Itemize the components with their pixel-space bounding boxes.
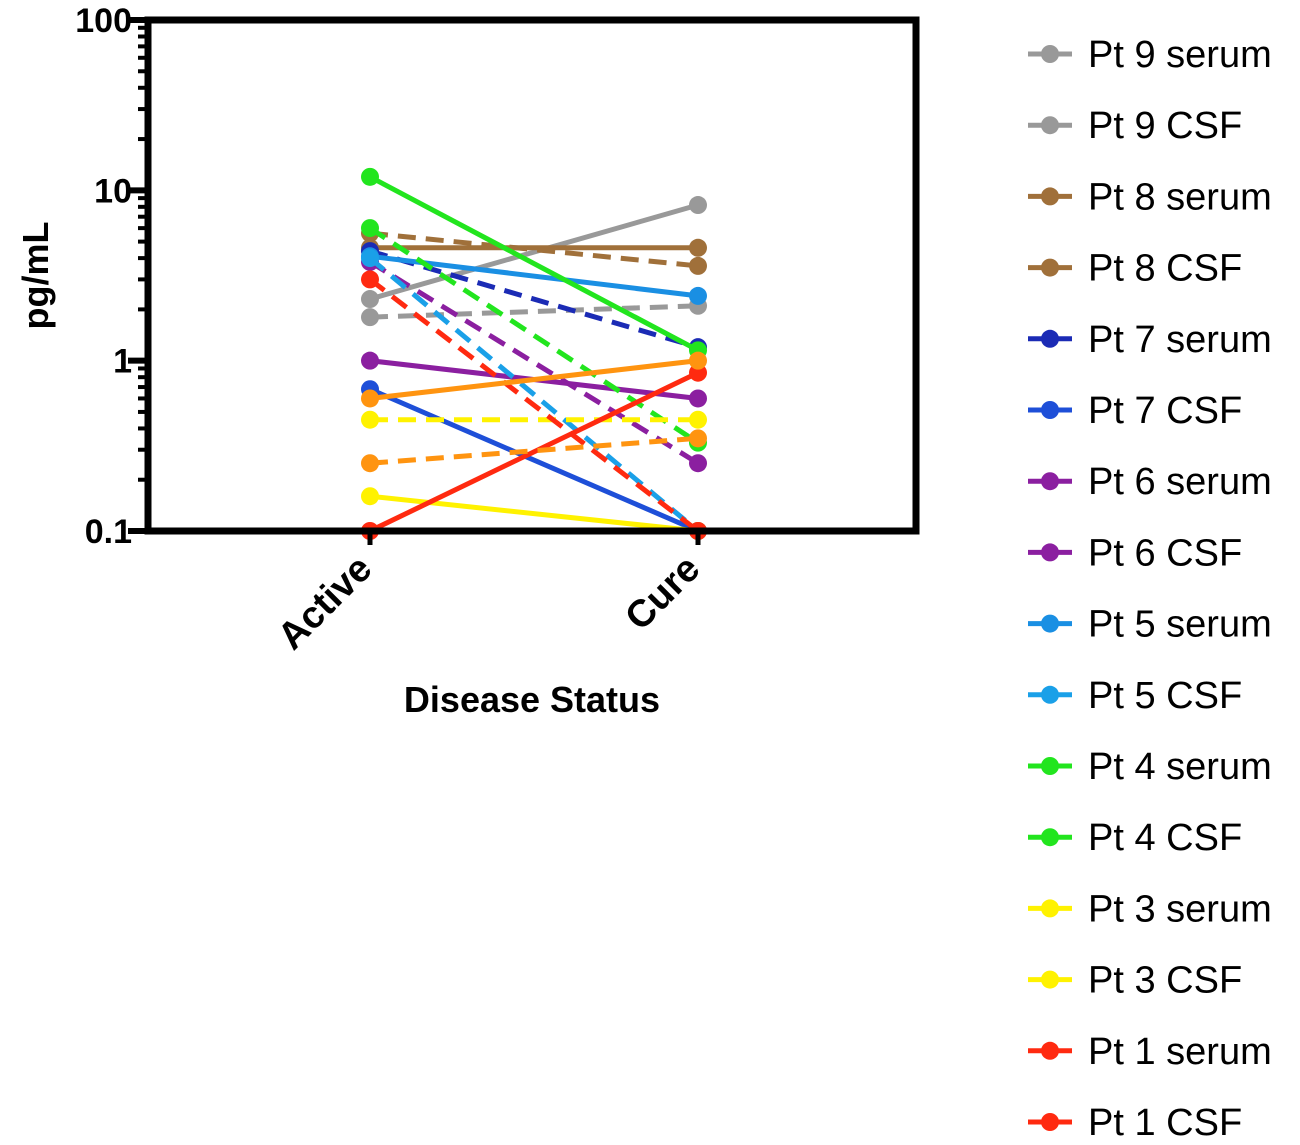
legend-label: Pt 9 serum (1088, 34, 1272, 76)
data-point (361, 167, 379, 186)
data-point (689, 238, 707, 257)
legend-entry: Pt 9 serum (1028, 34, 1272, 76)
legend-entry: Pt 8 CSF (1028, 248, 1242, 290)
legend-entry: Pt 3 serum (1028, 888, 1272, 930)
plot-layer (361, 167, 707, 540)
x-tick-label: Active (270, 548, 380, 658)
series-line (368, 370, 700, 534)
legend-swatch-marker (1041, 685, 1059, 704)
data-point (361, 389, 379, 408)
legend-entry: Pt 8 serum (1028, 176, 1272, 218)
legend-entry: Pt 9 CSF (1028, 105, 1242, 147)
legend-swatch-marker (1041, 472, 1059, 491)
data-point (689, 410, 707, 429)
legend-entry: Pt 5 CSF (1028, 675, 1242, 717)
legend-label: Pt 7 serum (1088, 319, 1272, 361)
legend-entry: Pt 7 serum (1028, 319, 1272, 361)
series-line (369, 358, 699, 401)
series-line (368, 174, 700, 353)
legend-entry: Pt 1 serum (1028, 1031, 1272, 1073)
legend-entry: Pt 4 CSF (1028, 817, 1242, 859)
y-tick-label: 1 (113, 343, 132, 381)
legend-swatch-marker (1041, 258, 1059, 277)
legend-entry: Pt 4 serum (1028, 746, 1272, 788)
legend-label: Pt 8 CSF (1088, 248, 1242, 290)
legend-swatch-marker (1041, 828, 1059, 847)
data-point (361, 351, 379, 370)
data-point (361, 270, 379, 289)
series-line (368, 256, 700, 533)
legend-entry: Pt 5 serum (1028, 604, 1272, 646)
legend-entry: Pt 6 CSF (1028, 532, 1242, 574)
legend-label: Pt 7 CSF (1088, 390, 1242, 432)
data-point (361, 454, 379, 473)
series-17 (361, 429, 707, 473)
y-tick-label: 100 (75, 2, 132, 40)
legend-swatch-marker (1041, 1041, 1059, 1060)
series-0 (361, 196, 707, 309)
series-line (368, 226, 700, 445)
x-axis-title: Disease Status (404, 679, 660, 720)
data-point (689, 389, 707, 408)
legend-swatch-marker (1041, 757, 1059, 775)
legend-swatch-marker (1041, 1113, 1059, 1131)
legend-entry: Pt 1 CSF (1028, 1102, 1242, 1144)
data-point (689, 256, 707, 275)
legend-label: Pt 8 serum (1088, 176, 1272, 218)
legend-swatch-marker (1041, 401, 1059, 419)
data-point (361, 249, 379, 268)
legend: Pt 9 serum Pt 9 CSF Pt 8 serum Pt 8 CSF Pt 7… (1028, 34, 1272, 1144)
data-point (689, 351, 707, 370)
series-16 (361, 351, 707, 408)
y-axis-title: pg/mL (15, 222, 56, 330)
data-point (361, 487, 379, 506)
legend-label: Pt 3 CSF (1088, 960, 1242, 1002)
series-line (368, 277, 700, 533)
legend-entry: Pt 6 serum (1028, 461, 1272, 503)
legend-swatch-marker (1041, 614, 1059, 633)
series-line (369, 248, 699, 350)
data-point (689, 196, 707, 215)
series-15 (361, 270, 707, 540)
legend-label: Pt 1 CSF (1088, 1102, 1242, 1140)
plot-area-frame (144, 16, 920, 535)
legend-swatch-marker (1041, 116, 1059, 135)
legend-swatch-marker (1041, 45, 1059, 63)
legend-label: Pt 5 CSF (1088, 675, 1242, 717)
legend-label: Pt 3 serum (1088, 888, 1272, 930)
y-tick-label: 0.1 (85, 513, 132, 551)
legend-swatch-marker (1041, 329, 1059, 348)
legend-label: Pt 9 CSF (1088, 105, 1242, 147)
legend-swatch-marker (1041, 543, 1059, 562)
series-line (369, 386, 699, 534)
data-point (689, 454, 707, 473)
legend-label: Pt 6 CSF (1088, 532, 1242, 574)
legend-label: Pt 4 CSF (1088, 817, 1242, 859)
series-line (368, 259, 700, 466)
data-point (361, 410, 379, 429)
legend-label: Pt 6 serum (1088, 461, 1272, 503)
data-point (361, 290, 379, 309)
data-point (361, 219, 379, 238)
legend-swatch-marker (1041, 187, 1059, 206)
series-line (369, 493, 699, 534)
legend-label: Pt 5 serum (1088, 604, 1272, 646)
series-line (369, 202, 699, 302)
x-tick-label: Cure (617, 548, 708, 639)
y-tick-label: 10 (94, 172, 132, 210)
legend-swatch-marker (1041, 970, 1059, 989)
legend-label: Pt 4 serum (1088, 746, 1272, 788)
legend-swatch-marker (1041, 899, 1059, 918)
legend-entry: Pt 7 CSF (1028, 390, 1242, 432)
data-point (689, 429, 707, 448)
data-point (361, 308, 379, 327)
series-13 (361, 410, 707, 429)
legend-label: Pt 1 serum (1088, 1031, 1272, 1073)
legend-entry: Pt 3 CSF (1028, 960, 1242, 1002)
plot-frame (144, 16, 920, 535)
data-point (689, 286, 707, 305)
